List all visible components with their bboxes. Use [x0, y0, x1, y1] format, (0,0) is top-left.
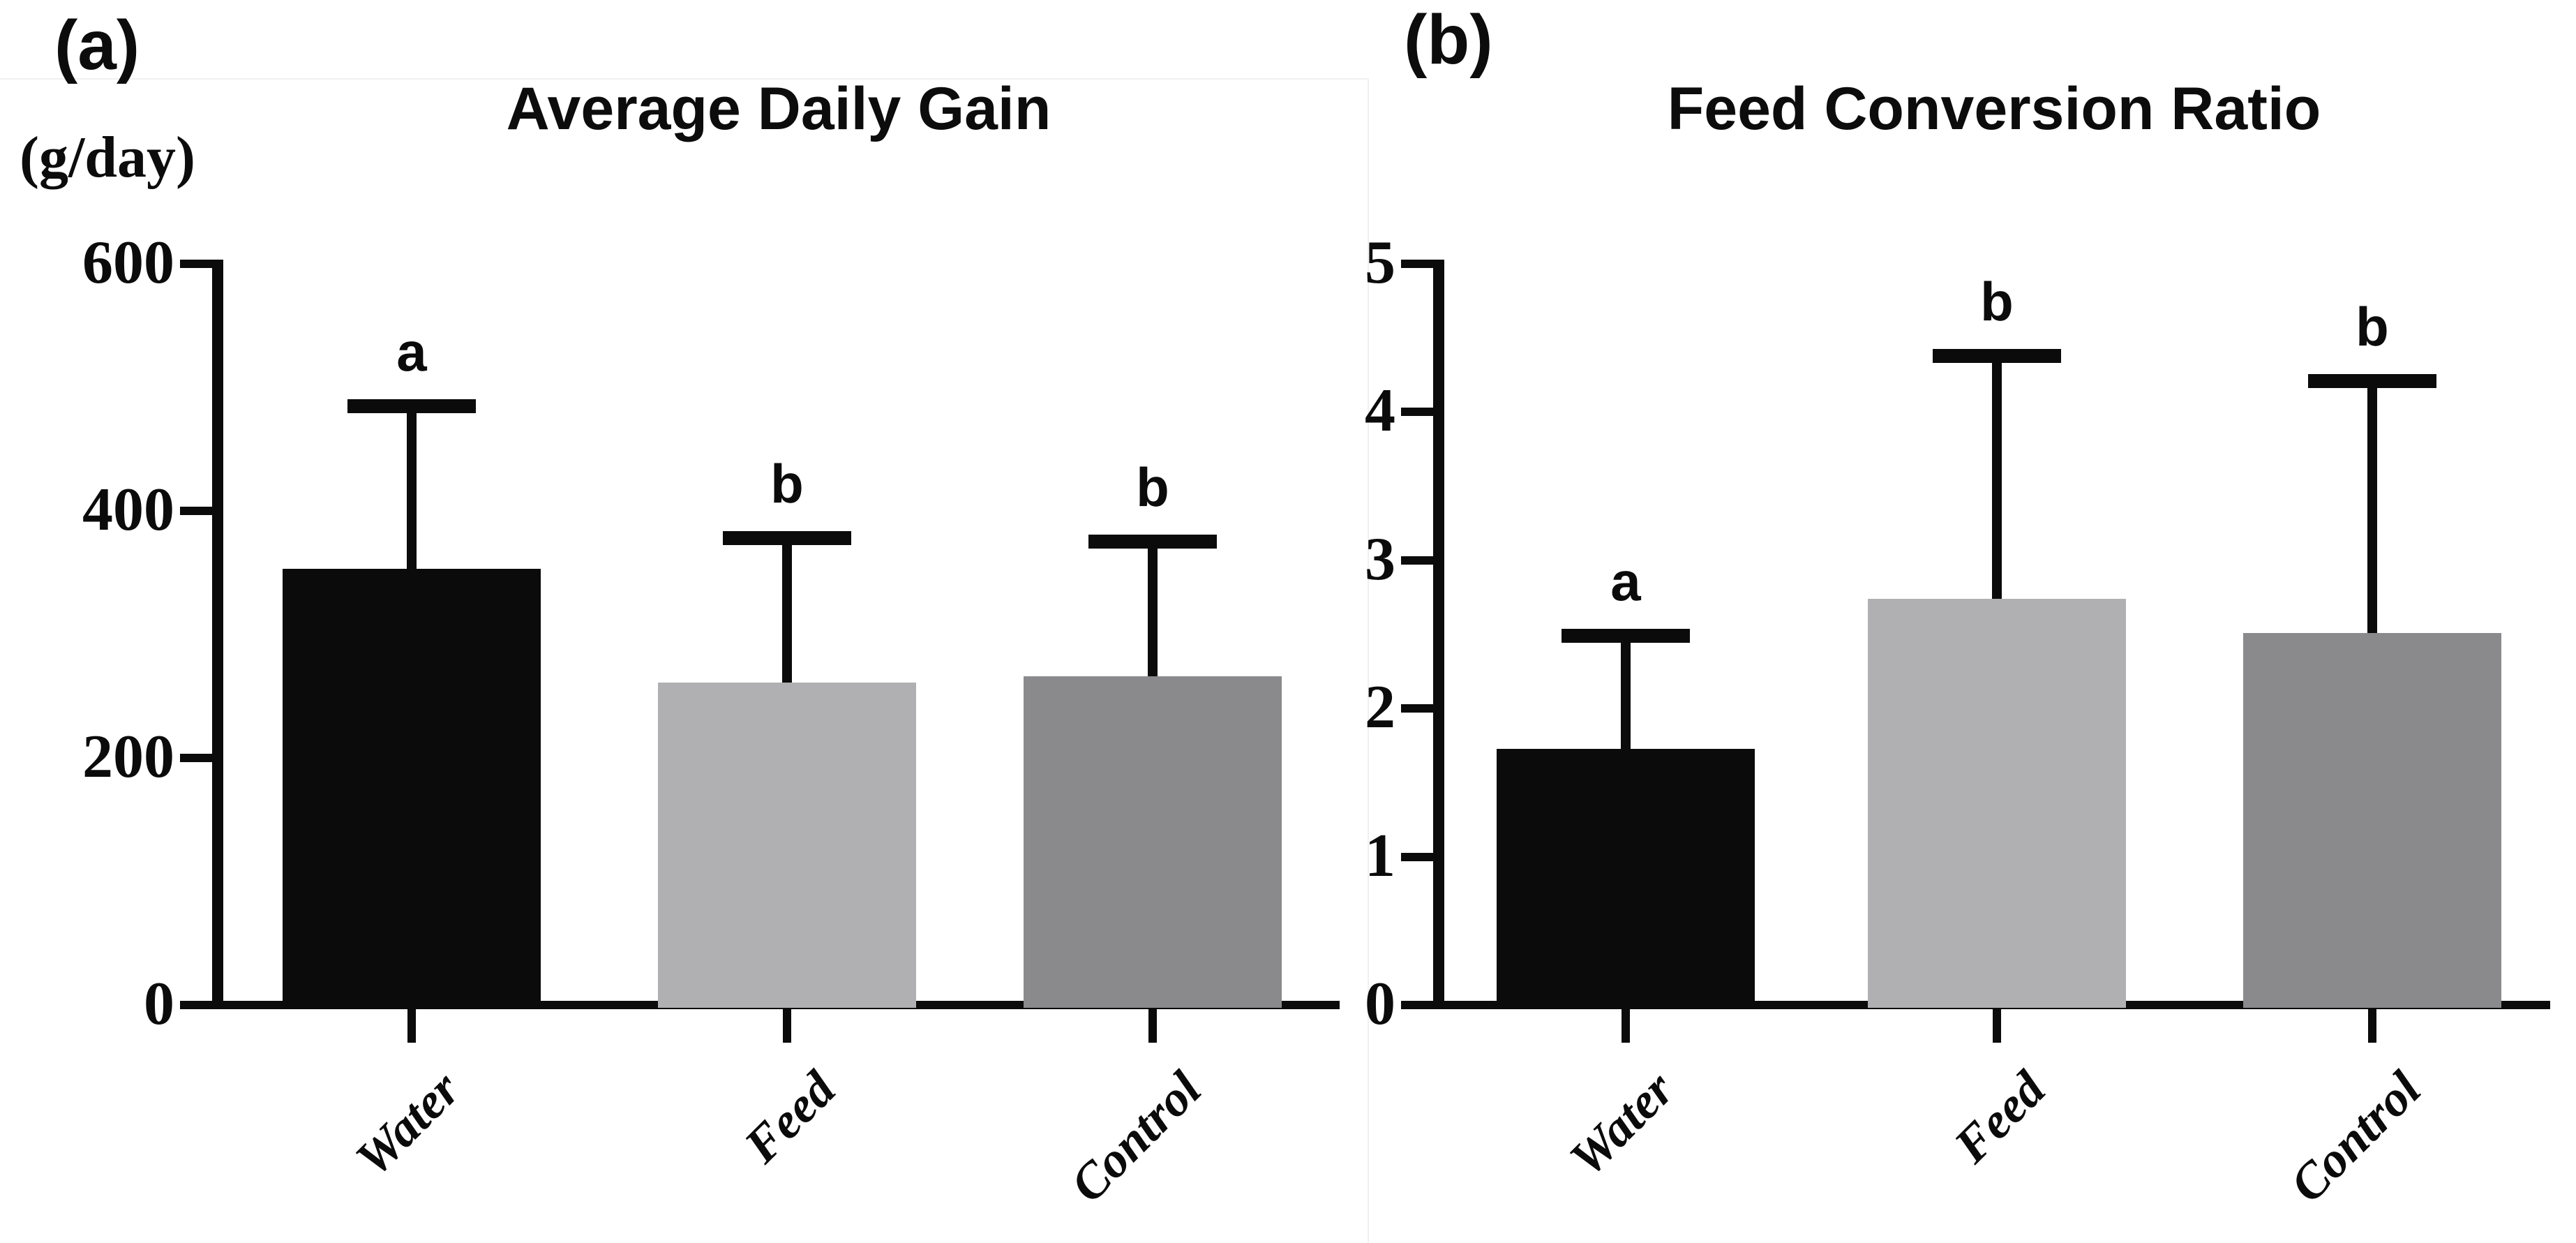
bar-feed [658, 683, 916, 1008]
significance-letter: b [2356, 296, 2389, 357]
y-axis-tick [1401, 556, 1433, 565]
y-tick-label: 600 [82, 229, 174, 297]
y-tick-label: 0 [144, 970, 174, 1038]
y-axis-tick [180, 507, 212, 515]
significance-letter: a [1610, 551, 1641, 612]
significance-letter: b [1980, 271, 2014, 332]
x-axis-tick [1993, 1009, 2001, 1043]
y-axis-tick [180, 754, 212, 762]
y-axis-tick [1401, 704, 1433, 713]
y-axis-tick [180, 260, 212, 268]
x-category-label-feed: Feed [1943, 1061, 2056, 1174]
panel-b-label: (b) [1404, 1, 1493, 79]
y-tick-label: 4 [1365, 377, 1395, 445]
x-category-label-feed: Feed [733, 1061, 846, 1174]
significance-letter: a [396, 321, 427, 382]
y-tick-label: 3 [1365, 526, 1395, 593]
x-axis-tick [1148, 1009, 1157, 1043]
x-axis-tick [407, 1009, 416, 1043]
y-tick-label: 200 [82, 723, 174, 791]
image-border-horizontal [0, 78, 1368, 80]
y-tick-label: 5 [1365, 229, 1395, 297]
error-bar-cap [1562, 629, 1690, 643]
error-bar-cap [347, 399, 476, 413]
error-bar-line [407, 406, 417, 581]
error-bar-cap [1088, 535, 1217, 549]
error-bar-cap [723, 531, 851, 545]
panel-a-y-unit-label: (g/day) [20, 125, 195, 190]
y-axis [1433, 260, 1444, 1005]
significance-letter: b [770, 453, 804, 514]
x-axis-tick [2368, 1009, 2376, 1043]
error-bar-line [782, 538, 792, 694]
x-axis-tick [1622, 1009, 1630, 1043]
y-axis-tick [1401, 1001, 1433, 1009]
error-bar-line [2367, 381, 2377, 644]
error-bar-cap [2308, 374, 2436, 388]
error-bar-cap [1933, 349, 2061, 363]
bar-control [2243, 633, 2501, 1008]
panel-a-title: Average Daily Gain [506, 75, 1051, 142]
bar-feed [1868, 599, 2126, 1008]
x-category-label-water: Water [1559, 1061, 1685, 1187]
x-category-label-control: Control [1059, 1061, 1212, 1213]
error-bar-line [1148, 542, 1158, 687]
y-axis [212, 260, 223, 1005]
panel-a-label: (a) [54, 6, 140, 84]
bar-water [1497, 749, 1755, 1008]
bar-control [1024, 676, 1282, 1008]
x-category-label-control: Control [2279, 1061, 2432, 1213]
error-bar-line [1992, 356, 2002, 610]
y-tick-label: 400 [82, 476, 174, 544]
x-category-label-water: Water [345, 1061, 471, 1187]
image-border-vertical [1368, 78, 1369, 1243]
y-tick-label: 1 [1365, 822, 1395, 890]
y-axis-tick [180, 1001, 212, 1009]
significance-letter: b [1136, 456, 1169, 518]
y-tick-label: 2 [1365, 673, 1395, 741]
bar-water [283, 569, 541, 1008]
error-bar-line [1621, 636, 1631, 759]
x-axis-tick [783, 1009, 791, 1043]
y-axis-tick [1401, 408, 1433, 416]
panel-b-title: Feed Conversion Ratio [1667, 75, 2321, 142]
y-tick-label: 0 [1365, 970, 1395, 1038]
y-axis-tick [1401, 260, 1433, 268]
y-axis-tick [1401, 853, 1433, 861]
